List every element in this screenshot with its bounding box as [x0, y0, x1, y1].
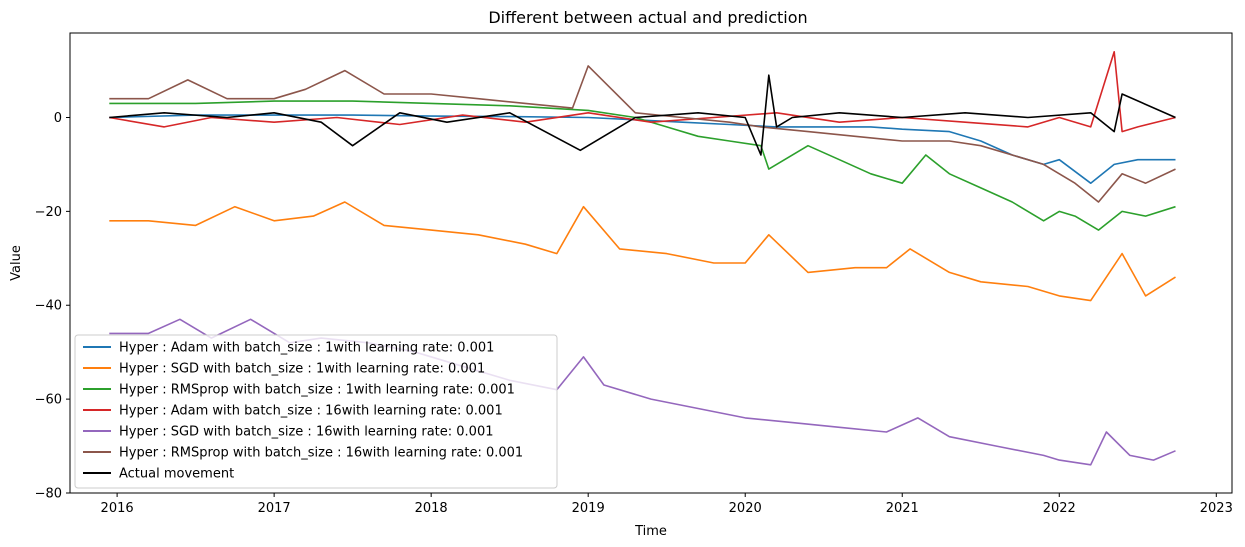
- x-tick-label: 2022: [1043, 501, 1076, 516]
- chart-title: Different between actual and prediction: [488, 8, 807, 27]
- legend-label: Hyper : RMSprop with batch_size : 1with …: [119, 383, 515, 398]
- y-tick-label: −20: [35, 205, 62, 220]
- legend-label: Actual movement: [119, 467, 234, 482]
- x-tick-label: 2017: [258, 501, 291, 516]
- series-line-3: [109, 100, 1176, 231]
- legend: Hyper : Adam with batch_size : 1with lea…: [74, 334, 558, 489]
- x-axis-label: Time: [634, 524, 667, 539]
- series-line-6: [109, 65, 1176, 203]
- x-axis: 2016 2017 2018 2019 2020 2021 2022 2023: [101, 493, 1233, 516]
- y-axis: 0 −20 −40 −60 −80: [35, 111, 70, 502]
- x-tick-label: 2021: [886, 501, 919, 516]
- legend-label: Hyper : Adam with batch_size : 1with lea…: [119, 341, 494, 356]
- series-line-7: [109, 74, 1176, 156]
- series-line-2: [109, 201, 1176, 302]
- y-tick-label: 0: [54, 111, 62, 126]
- plot-frame: [69, 32, 1233, 494]
- legend-label: Hyper : SGD with batch_size : 16with lea…: [119, 425, 494, 440]
- y-tick-label: −60: [35, 393, 62, 408]
- x-tick-label: 2019: [572, 501, 605, 516]
- legend-box: [74, 334, 558, 489]
- legend-label: Hyper : Adam with batch_size : 16with le…: [119, 404, 503, 419]
- x-tick-label: 2018: [415, 501, 448, 516]
- y-tick-label: −80: [35, 487, 62, 502]
- x-tick-label: 2016: [101, 501, 134, 516]
- y-axis-label: Value: [9, 245, 24, 281]
- x-tick-label: 2023: [1200, 501, 1233, 516]
- x-tick-label: 2020: [729, 501, 762, 516]
- y-tick-label: −40: [35, 299, 62, 314]
- series-line-1: [109, 114, 1176, 184]
- legend-label: Hyper : RMSprop with batch_size : 16with…: [119, 446, 523, 461]
- legend-label: Hyper : SGD with batch_size : 1with lear…: [119, 362, 485, 377]
